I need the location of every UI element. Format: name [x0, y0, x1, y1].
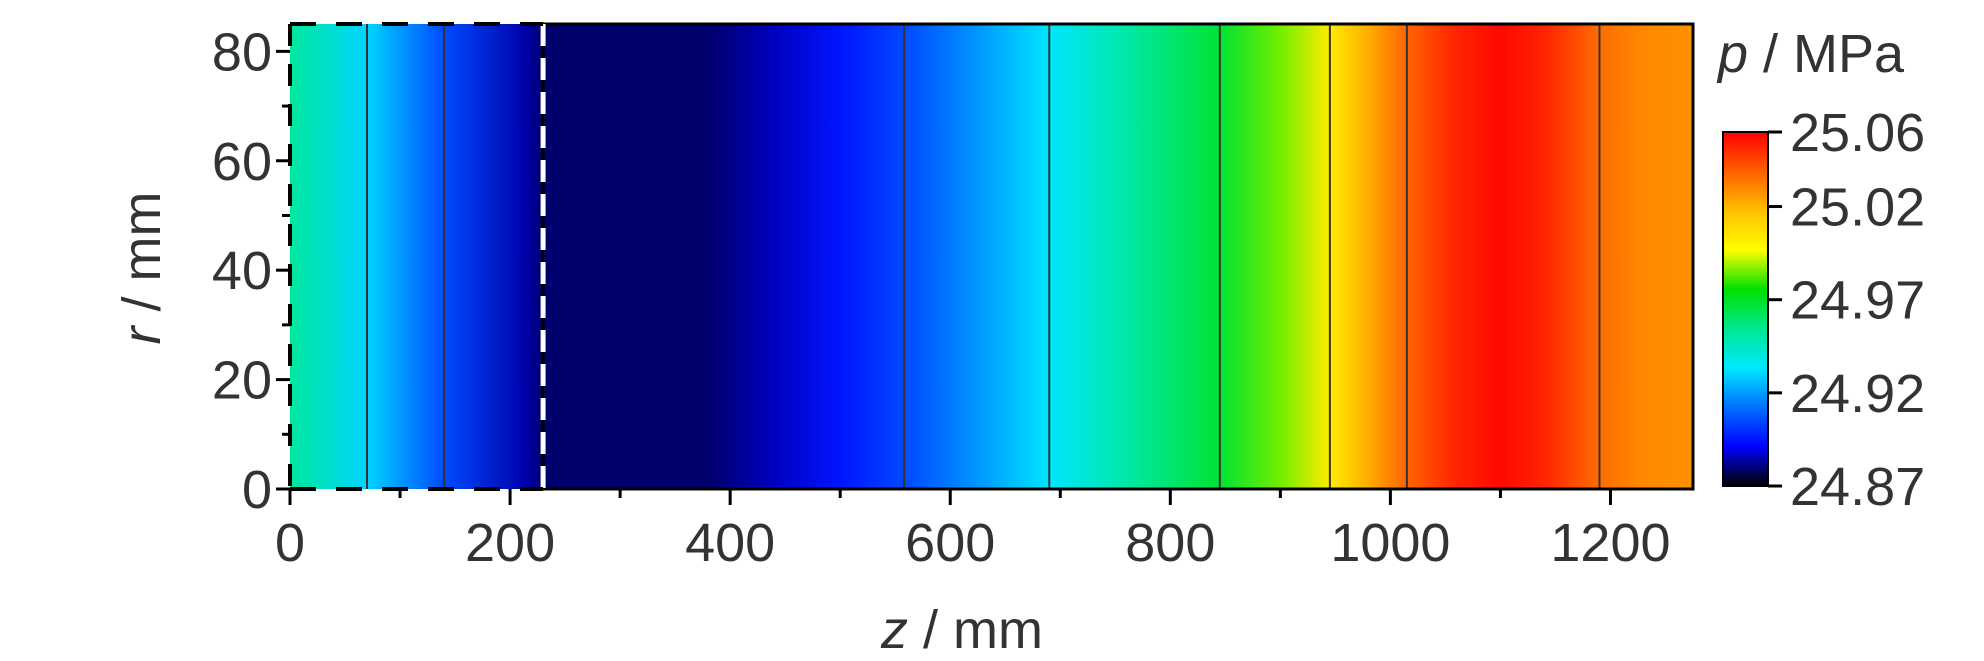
x-tick-label: 1200 — [1550, 513, 1670, 573]
y-axis: 0 20 40 60 80 — [212, 22, 290, 520]
x-tick-label: 200 — [465, 513, 555, 573]
x-axis-title: z / mm — [880, 600, 1043, 660]
pressure-field — [290, 24, 1693, 489]
contour-lines — [366, 24, 1601, 489]
plot-frame — [541, 22, 1695, 491]
colorbar-tick-label: 24.87 — [1790, 457, 1925, 517]
y-axis-title: r / mm — [112, 192, 172, 345]
y-tick-label: 60 — [212, 132, 272, 192]
colorbar-tick-label: 25.06 — [1790, 103, 1925, 163]
x-tick-label: 600 — [905, 513, 995, 573]
x-tick-label: 1000 — [1330, 513, 1450, 573]
y-tick-label: 80 — [212, 22, 272, 82]
y-tick-label: 0 — [242, 460, 272, 520]
colorbar-tick-label: 25.02 — [1790, 178, 1925, 238]
x-tick-label: 400 — [685, 513, 775, 573]
dashed-boundary — [288, 22, 546, 491]
colorbar-ticks: 25.06 25.02 24.97 24.92 24.87 — [1768, 103, 1925, 517]
x-tick-label: 800 — [1125, 513, 1215, 573]
colorbar-tick-label: 24.97 — [1790, 271, 1925, 331]
colorbar-title: p / MPa — [1716, 24, 1905, 84]
colorbar-tick-label: 24.92 — [1790, 364, 1925, 424]
x-axis: 0 200 400 600 800 1000 1200 — [275, 489, 1671, 573]
y-tick-label: 20 — [212, 351, 272, 411]
x-tick-label: 0 — [275, 513, 305, 573]
colorbar — [1722, 131, 1769, 487]
y-tick-label: 40 — [212, 241, 272, 301]
